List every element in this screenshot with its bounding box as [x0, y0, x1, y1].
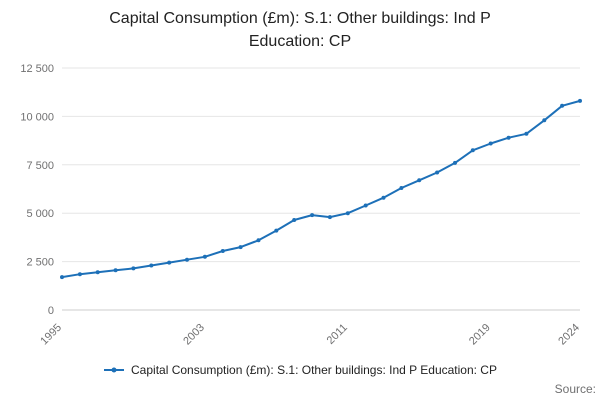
source-label: Source: — [554, 382, 596, 396]
y-tick-label: 2 500 — [26, 257, 54, 269]
data-point-marker — [435, 170, 440, 175]
data-point-marker — [77, 272, 82, 277]
x-tick-label: 2024 — [556, 322, 582, 348]
data-point-marker — [167, 260, 172, 265]
y-tick-label: 0 — [48, 305, 54, 317]
data-point-marker — [327, 215, 332, 220]
data-point-marker — [578, 98, 582, 103]
plot-area: 0 2 500 5 000 7 500 10 000 12 500 1995 2003 2011… — [0, 54, 600, 364]
data-point-marker — [185, 257, 189, 262]
data-point-marker — [274, 228, 279, 233]
data-point-marker — [95, 270, 100, 275]
data-point-marker — [453, 160, 457, 165]
legend-label: Capital Consumption (£m): S.1: Other bui… — [131, 363, 497, 377]
y-tick-label: 5 000 — [26, 208, 54, 220]
data-point-marker — [113, 268, 118, 273]
data-point-marker — [345, 211, 350, 216]
data-point-marker — [470, 148, 475, 153]
chart-title-line1: Capital Consumption (£m): S.1: Other bui… — [109, 10, 491, 27]
data-point-marker — [542, 118, 547, 123]
data-point-marker — [220, 249, 225, 253]
data-point-marker — [131, 266, 136, 271]
data-point-marker — [256, 238, 261, 243]
data-point-marker — [202, 254, 207, 259]
y-tick-label: 10 000 — [20, 111, 54, 123]
x-tick-label: 1995 — [38, 322, 64, 348]
legend: Capital Consumption (£m): S.1: Other bui… — [0, 363, 600, 377]
chart-title: Capital Consumption (£m): S.1: Other bui… — [0, 7, 600, 53]
data-point-marker — [60, 275, 64, 280]
data-point-marker — [506, 135, 511, 140]
x-tick-label: 2003 — [181, 322, 207, 348]
data-point-marker — [488, 141, 493, 146]
data-point-marker — [381, 195, 386, 200]
data-point-marker — [399, 186, 404, 190]
data-point-marker — [417, 178, 422, 183]
x-tick-label: 2019 — [467, 322, 493, 348]
data-point-marker — [363, 203, 368, 208]
data-point-marker — [524, 131, 529, 136]
y-tick-label: 7 500 — [26, 160, 54, 172]
data-point-marker — [310, 213, 315, 218]
data-point-marker — [292, 218, 297, 222]
data-point-marker — [149, 263, 154, 268]
data-point-marker — [238, 245, 243, 250]
y-tick-label: 12 500 — [20, 63, 54, 75]
chart-title-line2: Education: CP — [248, 33, 352, 50]
legend-line-icon — [103, 365, 125, 375]
series-line — [61, 99, 581, 279]
data-point-marker — [560, 103, 565, 108]
x-tick-label: 2011 — [325, 322, 350, 347]
line-chart-svg: 0 2 500 5 000 7 500 10 000 12 500 1995 2003 2011… — [20, 63, 582, 348]
